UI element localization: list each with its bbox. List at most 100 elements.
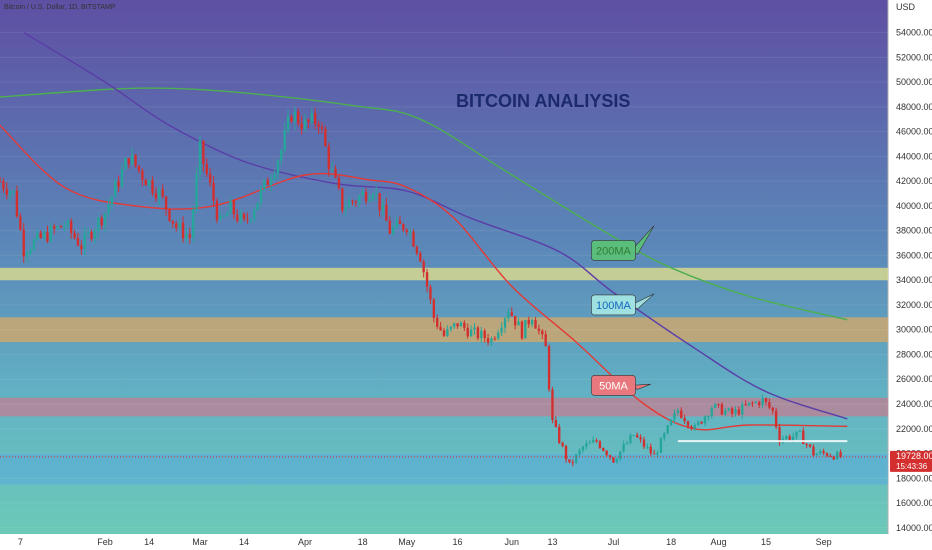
symbol-header: Bitcoin / U.S. Dollar, 1D, BITSTAMP <box>4 4 116 11</box>
candle-bear <box>808 444 812 447</box>
candle-bear <box>15 190 19 217</box>
ma-line-50ma <box>0 124 848 431</box>
candle-bull <box>368 198 371 202</box>
candle-bull <box>93 231 97 240</box>
candle-bull <box>83 233 86 250</box>
candle-bull <box>452 323 456 327</box>
candle-bull <box>588 442 591 444</box>
candle-bull <box>97 217 100 232</box>
candle-bear <box>680 410 683 418</box>
candle-bear <box>402 223 405 230</box>
candle-bear <box>429 286 432 300</box>
candle-bear <box>5 188 8 195</box>
price-tick-label: 38000.00 <box>896 226 932 236</box>
candle-bull <box>574 454 578 463</box>
candle-bull <box>656 452 659 455</box>
candle-bull <box>178 222 181 228</box>
candle-bull <box>795 431 798 437</box>
candle-bear <box>297 111 300 124</box>
candle-bear <box>202 140 205 164</box>
candle-bull <box>646 446 649 448</box>
candle-bull <box>517 321 520 326</box>
price-tick-label: 18000.00 <box>896 473 932 483</box>
candle-bear <box>351 200 354 202</box>
candle-bull <box>229 200 232 214</box>
time-tick-label: Aug <box>711 537 727 547</box>
candle-bull <box>395 220 398 228</box>
candle-bear <box>568 459 571 463</box>
candle-bear <box>544 334 547 347</box>
candle-bear <box>547 346 551 390</box>
candle-bull <box>615 459 619 463</box>
candle-bull <box>391 227 395 234</box>
callout-box <box>591 375 636 396</box>
candle-bear <box>327 145 330 170</box>
candle-bear <box>778 427 781 443</box>
price-tick-label: 28000.00 <box>896 349 932 359</box>
callout-label-200ma: 200MA <box>596 245 632 257</box>
candle-bull <box>347 200 351 208</box>
candle-bull <box>256 202 259 211</box>
price-tick-label: 32000.00 <box>896 300 932 310</box>
candle-bear <box>744 404 747 406</box>
price-tick-label: 52000.00 <box>896 52 932 62</box>
countdown-label: 15:43:36 <box>896 462 928 471</box>
candle-bear <box>154 193 158 199</box>
candle-bull <box>815 453 819 456</box>
candle-bull <box>280 150 283 161</box>
candle-bear <box>205 163 208 174</box>
candle-bear <box>398 220 402 224</box>
candle-bear <box>642 439 646 447</box>
time-tick-label: May <box>398 537 416 547</box>
candle-bull <box>269 179 273 185</box>
candle-bear <box>2 181 5 189</box>
candle-bull <box>727 408 730 411</box>
candle-bull <box>629 435 632 444</box>
candle-bear <box>425 272 429 287</box>
candle-bear <box>788 436 791 440</box>
candle-bull <box>473 327 476 330</box>
candle-bull <box>344 207 347 211</box>
candle-bull <box>283 130 286 151</box>
candle-bear <box>764 398 768 403</box>
candle-bear <box>212 182 215 201</box>
candle-bear <box>412 231 415 247</box>
candle-bear <box>758 402 761 406</box>
candle-bull <box>632 435 635 437</box>
candle-bear <box>419 253 422 262</box>
candle-bear <box>564 445 568 460</box>
candle-bull <box>225 213 229 217</box>
candle-bull <box>25 253 29 257</box>
candle-bear <box>117 181 120 187</box>
candle-bull <box>459 322 463 327</box>
candle-bear <box>364 191 368 202</box>
callout-box <box>591 294 636 316</box>
price-tick-label: 34000.00 <box>896 275 932 285</box>
price-tick-label: 24000.00 <box>896 399 932 409</box>
callout-label-100ma: 100MA <box>596 300 632 312</box>
candle-bear <box>554 420 558 427</box>
candle-bear <box>456 323 459 327</box>
candle-bear <box>537 328 541 331</box>
candle-bull <box>798 430 802 432</box>
candle-bull <box>585 443 588 447</box>
candle-bear <box>300 123 303 130</box>
candle-bear <box>730 408 734 414</box>
candle-bull <box>86 231 90 234</box>
candle-bull <box>761 398 764 406</box>
price-tick-label: 48000.00 <box>896 102 932 112</box>
candle-bear <box>405 229 408 232</box>
candle-bear <box>690 426 693 429</box>
candle-bear <box>436 317 439 327</box>
candle-bear <box>22 229 25 257</box>
candle-bear <box>551 389 554 421</box>
grid-lines <box>0 32 888 529</box>
candle-bear <box>266 180 269 185</box>
candle-bear <box>683 417 686 422</box>
candle-bull <box>754 402 758 404</box>
candle-bull <box>669 419 673 426</box>
candle-bull <box>371 194 375 199</box>
candle-bear <box>561 442 564 446</box>
candle-bear <box>307 119 310 123</box>
